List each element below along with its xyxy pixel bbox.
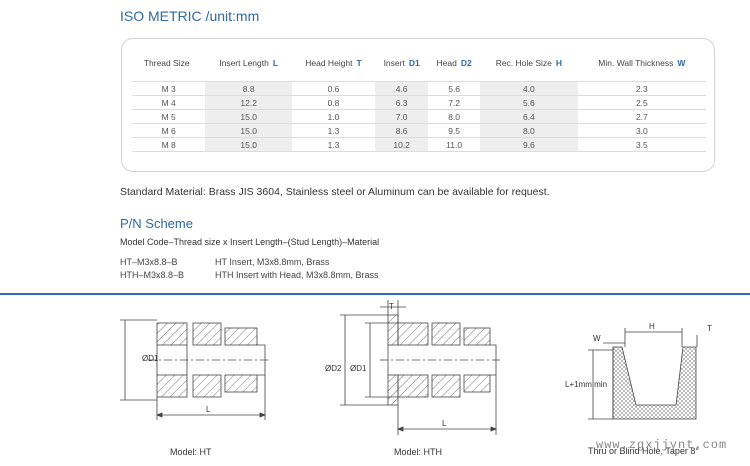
- table-cell: 5.6: [428, 81, 481, 96]
- table-cell: 6.4: [480, 109, 578, 124]
- example-code-1: HT–M3x8.8–B: [120, 257, 178, 267]
- table-row: M 3 8.8 0.6 4.6 5.6 4.0 2.3: [132, 81, 706, 96]
- table-cell: 1.3: [291, 137, 376, 152]
- model-code-format: Model Code–Thread size x Insert Length–(…: [120, 237, 380, 247]
- table-cell: 12.2: [205, 95, 292, 110]
- example-desc-1: HT Insert, M3x8.8mm, Brass: [215, 257, 330, 267]
- column-header-label: Insert Length: [219, 58, 269, 68]
- ht-insert-drawing: [120, 319, 270, 420]
- table-cell: M 6: [132, 123, 206, 138]
- example-desc-2: HTH Insert with Head, M3x8.8mm, Brass: [215, 270, 379, 280]
- example-code-2: HTH–M3x8.8–B: [120, 270, 185, 280]
- column-header-symbol: D1: [408, 58, 420, 68]
- table-cell: 3.0: [577, 123, 706, 138]
- column-header: Insert D1: [375, 45, 428, 82]
- caption-hole: Thru or Blind Hole, Taper 8°: [588, 446, 699, 456]
- table-cell: 8.0: [428, 109, 481, 124]
- column-header-label: Insert: [383, 58, 405, 68]
- table-cell: 7.0: [375, 109, 429, 124]
- table-cell: 3.5: [577, 137, 706, 152]
- table-cell: M 5: [132, 109, 206, 124]
- table-cell: 1.3: [291, 123, 376, 138]
- table-row: M 8 15.0 1.3 10.2 11.0 9.6 3.5: [132, 137, 706, 152]
- hth-insert-drawing: [340, 300, 502, 435]
- column-header-symbol: D2: [460, 58, 472, 68]
- table-cell: 9.5: [428, 123, 481, 138]
- column-header-label: Head: [436, 58, 457, 68]
- column-header-symbol: H: [555, 58, 563, 68]
- table-row: M 5 15.0 1.0 7.0 8.0 6.4 2.7: [132, 109, 706, 124]
- table-cell: 6.3: [375, 95, 429, 110]
- table-cell: 2.7: [577, 109, 706, 124]
- table-cell: 4.0: [480, 81, 578, 96]
- watermark-text: www.zgxjjynt.com: [596, 438, 728, 452]
- column-header-label: Rec. Hole Size: [495, 58, 552, 68]
- caption-model-hth: Model: HTH: [394, 447, 443, 457]
- table-cell: 0.8: [291, 95, 376, 110]
- table-cell: 5.6: [480, 95, 578, 110]
- table-cell: 2.5: [577, 95, 706, 110]
- material-note: Standard Material: Brass JIS 3604, Stain…: [120, 186, 550, 198]
- hole-h-label: H: [649, 322, 655, 331]
- ht-l-label: L: [206, 405, 211, 414]
- column-header: Min. Wall Thickness W: [578, 45, 706, 82]
- column-header-label: Head Height: [305, 58, 353, 68]
- hth-d2-label: ØD2: [325, 364, 342, 373]
- ht-d1-label: ØD1: [142, 354, 159, 363]
- column-header: Insert Length L: [205, 45, 292, 82]
- caption-model-ht: Model: HT: [170, 447, 212, 457]
- column-header: Head Height T: [292, 45, 375, 82]
- column-header: Head D2: [428, 45, 480, 82]
- table-cell: 7.2: [428, 95, 481, 110]
- hth-t-label: T: [389, 302, 394, 311]
- column-header-symbol: T: [356, 58, 362, 68]
- table-cell: 0.6: [291, 81, 376, 96]
- table-cell: M 8: [132, 137, 206, 152]
- table-cell: 1.0: [291, 109, 376, 124]
- hole-t-label: T: [707, 324, 712, 333]
- column-header-symbol: W: [677, 58, 686, 68]
- hole-w-label: W: [593, 334, 601, 343]
- table-row: M 6 15.0 1.3 8.6 9.5 8.0 3.0: [132, 123, 706, 138]
- table-row: M 4 12.2 0.8 6.3 7.2 5.6 2.5: [132, 95, 706, 110]
- table-cell: 11.0: [428, 137, 481, 152]
- hth-l-label: L: [442, 419, 447, 428]
- spec-table: Thread Size Insert Length L Head Height T Ins…: [132, 45, 706, 152]
- table-cell: 8.6: [375, 123, 429, 138]
- table-cell: M 4: [132, 95, 206, 110]
- technical-drawings: ØD1 L T ØD2 ØD1 L W H T L+1mm min: [120, 300, 712, 435]
- table-header-row: Thread Size Insert Length L Head Height T Ins…: [132, 45, 706, 82]
- table-cell: 8.8: [205, 81, 292, 96]
- column-header: Rec. Hole Size H: [480, 45, 578, 82]
- section-divider: [0, 293, 750, 295]
- table-cell: 9.6: [480, 137, 578, 152]
- table-cell: 4.6: [375, 81, 429, 96]
- section-title: ISO METRIC /unit:mm: [120, 8, 260, 24]
- hth-d1-label: ØD1: [350, 364, 367, 373]
- table-cell: 2.3: [577, 81, 706, 96]
- hole-depth-label: L+1mm min: [565, 380, 607, 389]
- table-cell: 15.0: [205, 137, 292, 152]
- column-header-label: Min. Wall Thickness: [598, 58, 674, 68]
- column-header-label: Thread Size: [143, 58, 190, 68]
- table-cell: 15.0: [205, 123, 292, 138]
- table-cell: 8.0: [480, 123, 578, 138]
- pn-scheme-title: P/N Scheme: [120, 216, 193, 231]
- table-cell: M 3: [132, 81, 206, 96]
- column-header-symbol: L: [272, 58, 279, 68]
- column-header: Thread Size: [132, 45, 205, 82]
- table-cell: 15.0: [205, 109, 292, 124]
- hole-drawing: [588, 328, 698, 420]
- spec-table-panel: Thread Size Insert Length L Head Height T Ins…: [121, 38, 715, 172]
- table-cell: 10.2: [375, 137, 429, 152]
